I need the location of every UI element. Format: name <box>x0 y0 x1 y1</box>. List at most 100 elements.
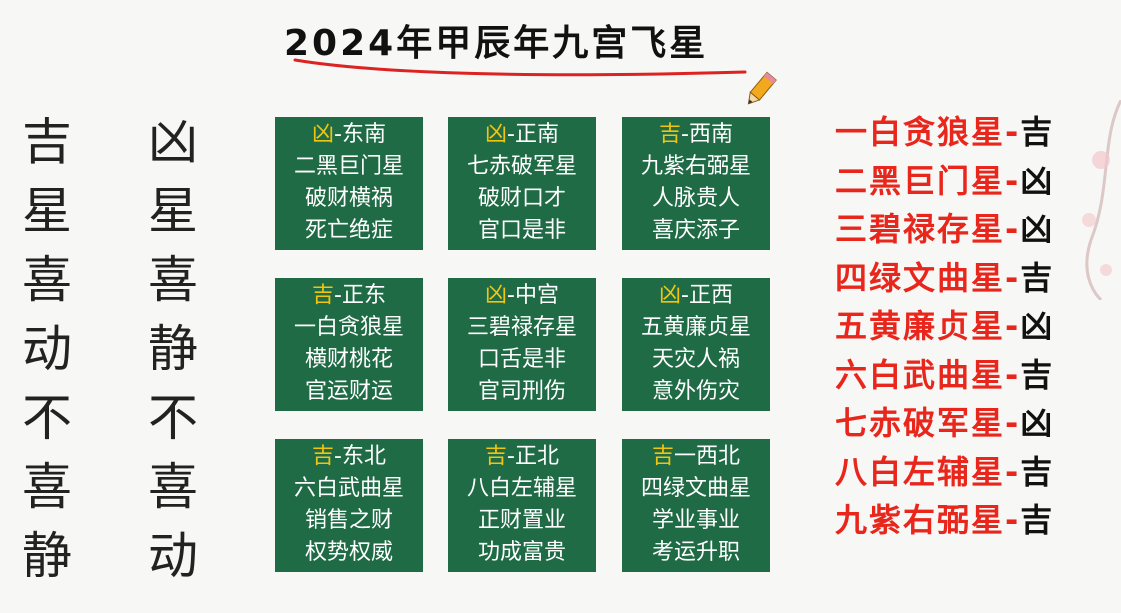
palace-sep: - <box>334 444 342 469</box>
star-sep: - <box>1005 452 1021 491</box>
star-name: 五黄廉贞星 <box>835 307 1006 345</box>
palace-direction: 正南 <box>514 122 559 147</box>
star-verdict: 吉 <box>1020 113 1055 151</box>
column-char: 静 <box>148 320 198 378</box>
palace-meaning: 官运财运 <box>304 379 393 404</box>
star-verdict: 吉 <box>1020 501 1055 539</box>
palace-cell-south: 凶-正南 七赤破军星 破财口才 官口是非 <box>448 117 596 250</box>
palace-cell-north: 吉-正北 八白左辅星 正财置业 功成富贵 <box>448 439 596 572</box>
palace-tag: 吉 <box>651 444 674 469</box>
palace-meaning: 口舌是非 <box>477 347 566 372</box>
palace-cell-center: 凶-中宫 三碧禄存星 口舌是非 官司刑伤 <box>448 278 596 411</box>
star-name: 一白贪狼星 <box>835 113 1006 151</box>
star-sep: - <box>1005 258 1021 297</box>
palace-meaning: 喜庆添子 <box>651 218 740 243</box>
list-item: 八白左辅星-吉 <box>835 448 1054 497</box>
column-char: 喜 <box>22 251 72 309</box>
palace-direction: 西北 <box>696 444 741 469</box>
column-char: 动 <box>148 527 198 585</box>
star-verdict: 吉 <box>1020 355 1055 394</box>
palace-tag: 吉 <box>485 444 508 469</box>
palace-sep: - <box>334 122 342 147</box>
star-verdict-list: 一白贪狼星-吉 二黑巨门星-凶 三碧禄存星-凶 四绿文曲星-吉 五黄廉贞星-凶 … <box>835 108 1054 545</box>
palace-meaning: 权势权威 <box>304 540 393 565</box>
star-verdict: 凶 <box>1020 307 1055 345</box>
ji-star-column: 吉 星 喜 动 不 喜 静 <box>12 108 82 591</box>
palace-meaning: 横财桃花 <box>304 347 393 372</box>
palace-meaning: 正财置业 <box>477 508 566 533</box>
star-name: 四绿文曲星 <box>835 258 1006 297</box>
palace-star: 三碧禄存星 <box>466 315 577 340</box>
palace-star: 四绿文曲星 <box>640 476 751 501</box>
star-verdict: 凶 <box>1020 210 1055 248</box>
star-name: 三碧禄存星 <box>835 210 1006 248</box>
palace-sep: 一 <box>673 444 696 469</box>
star-verdict: 吉 <box>1020 452 1055 491</box>
palace-meaning: 天灾人祸 <box>651 347 740 372</box>
palace-tag: 凶 <box>485 283 508 308</box>
palace-meaning: 考运升职 <box>651 540 740 565</box>
palace-tag: 凶 <box>485 122 508 147</box>
palace-tag: 凶 <box>312 122 335 147</box>
plum-blossom-decoration <box>1082 100 1121 300</box>
column-char: 喜 <box>148 251 198 309</box>
pencil-icon <box>747 71 777 105</box>
column-char: 不 <box>22 389 72 447</box>
palace-cell-southwest: 吉-西南 九紫右弼星 人脉贵人 喜庆添子 <box>622 117 770 250</box>
palace-meaning: 破财横祸 <box>304 186 393 211</box>
palace-meaning: 人脉贵人 <box>651 186 740 211</box>
palace-meaning: 官口是非 <box>477 218 566 243</box>
column-char: 星 <box>148 182 198 240</box>
palace-star: 五黄廉贞星 <box>640 315 751 340</box>
page-title: 2024年甲辰年九宫飞星 <box>284 23 709 64</box>
palace-meaning: 官司刑伤 <box>477 379 566 404</box>
column-char: 动 <box>22 320 72 378</box>
star-sep: - <box>1005 404 1021 442</box>
palace-direction: 东南 <box>341 122 386 147</box>
list-item: 五黄廉贞星-凶 <box>835 302 1054 351</box>
list-item: 六白武曲星-吉 <box>835 351 1054 400</box>
palace-meaning: 死亡绝症 <box>304 218 393 243</box>
column-char: 凶 <box>148 113 198 171</box>
list-item: 二黑巨门星-凶 <box>835 157 1054 206</box>
star-sep: - <box>1005 210 1021 248</box>
star-name: 二黑巨门星 <box>835 161 1006 200</box>
palace-direction: 东北 <box>341 444 386 469</box>
star-verdict: 凶 <box>1020 404 1055 442</box>
palace-star: 一白贪狼星 <box>293 315 404 340</box>
column-char: 喜 <box>22 458 72 516</box>
star-name: 七赤破军星 <box>835 404 1006 442</box>
palace-sep: - <box>681 122 689 147</box>
palace-star: 六白武曲星 <box>293 476 404 501</box>
list-item: 九紫右弼星-吉 <box>835 496 1054 545</box>
palace-meaning: 意外伤灾 <box>651 379 740 404</box>
star-sep: - <box>1005 355 1021 394</box>
palace-sep: - <box>507 122 515 147</box>
palace-meaning: 销售之财 <box>304 508 393 533</box>
palace-direction: 西南 <box>688 122 733 147</box>
star-verdict: 凶 <box>1020 161 1055 200</box>
star-name: 九紫右弼星 <box>835 501 1006 539</box>
palace-sep: - <box>681 283 689 308</box>
palace-cell-southeast: 凶-东南 二黑巨门星 破财横祸 死亡绝症 <box>275 117 423 250</box>
list-item: 七赤破军星-凶 <box>835 399 1054 448</box>
star-name: 六白武曲星 <box>835 355 1006 394</box>
palace-meaning: 破财口才 <box>477 186 566 211</box>
star-sep: - <box>1005 161 1021 200</box>
palace-cell-west: 凶-正西 五黄廉贞星 天灾人祸 意外伤灾 <box>622 278 770 411</box>
palace-tag: 吉 <box>659 122 682 147</box>
palace-direction: 中宫 <box>514 283 559 308</box>
palace-direction: 正西 <box>688 283 733 308</box>
column-char: 喜 <box>148 458 198 516</box>
palace-meaning: 功成富贵 <box>477 540 566 565</box>
column-char: 不 <box>148 389 198 447</box>
palace-cell-east: 吉-正东 一白贪狼星 横财桃花 官运财运 <box>275 278 423 411</box>
palace-meaning: 学业事业 <box>651 508 740 533</box>
column-char: 吉 <box>22 113 72 171</box>
palace-cell-northeast: 吉-东北 六白武曲星 销售之财 权势权威 <box>275 439 423 572</box>
star-sep: - <box>1005 307 1021 345</box>
palace-tag: 吉 <box>312 444 335 469</box>
list-item: 四绿文曲星-吉 <box>835 254 1054 303</box>
palace-sep: - <box>334 283 342 308</box>
xiong-star-column: 凶 星 喜 静 不 喜 动 <box>138 108 208 591</box>
